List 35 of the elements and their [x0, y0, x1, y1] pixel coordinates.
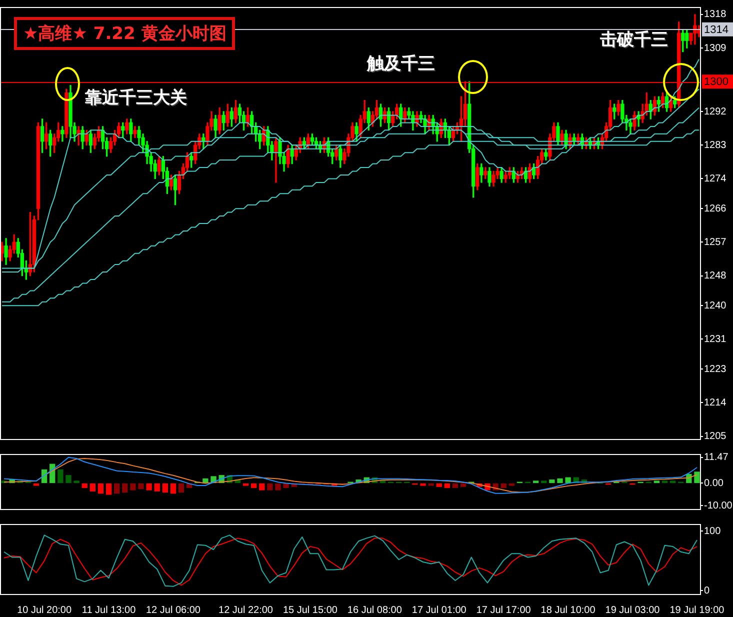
- x-tick-label: 12 Jul 22:00: [218, 604, 274, 616]
- y-tick-label: 1266: [704, 203, 727, 214]
- x-tick-label: 10 Jul 20:00: [17, 604, 72, 616]
- x-tick-label: 17 Jul 17:00: [476, 604, 532, 616]
- annotation: 触及千三: [367, 53, 435, 75]
- y-tick-label: 1240: [704, 300, 727, 312]
- ref-line-label: 1300: [704, 76, 728, 88]
- x-tick-label: 15 Jul 15:00: [282, 604, 338, 616]
- y-tick-label: 1274: [704, 173, 727, 184]
- y-tick-label: 100: [704, 526, 722, 537]
- x-tick-label: 12 Jul 06:00: [146, 604, 201, 616]
- text: ★高维★ 7.22 黄金小时图: [14, 17, 236, 50]
- y-tick-label: 1205: [704, 431, 727, 442]
- y-tick-label: 1223: [704, 364, 727, 375]
- x-tick-label: 11 Jul 13:00: [82, 604, 136, 616]
- y-tick-label: 1318: [704, 9, 727, 20]
- y-tick-label: 1231: [704, 334, 727, 345]
- y-tick-label: 1309: [704, 42, 727, 54]
- y-tick-label: 0: [704, 585, 710, 596]
- annotation: 击破千三: [600, 29, 668, 51]
- x-tick-label: 19 Jul 03:00: [605, 604, 660, 616]
- y-tick-label: 11.47: [704, 452, 729, 464]
- y-tick-label: 1283: [704, 140, 727, 151]
- annotation: 靠近千三大关: [85, 87, 187, 109]
- ref-line-label: 1314: [704, 24, 728, 36]
- y-tick-label: 0.00: [704, 478, 724, 489]
- y-tick-label: -10.00: [704, 500, 733, 512]
- y-tick-label: 1257: [704, 236, 727, 248]
- x-tick-label: 17 Jul 01:00: [412, 604, 467, 616]
- x-tick-label: 16 Jul 08:00: [347, 604, 402, 616]
- x-tick-label: 18 Jul 10:00: [540, 604, 596, 616]
- x-tick-label: 19 Jul 19:00: [670, 604, 725, 616]
- y-tick-label: 1214: [704, 397, 727, 408]
- y-tick-label: 1248: [704, 270, 727, 282]
- y-tick-label: 1292: [704, 106, 727, 118]
